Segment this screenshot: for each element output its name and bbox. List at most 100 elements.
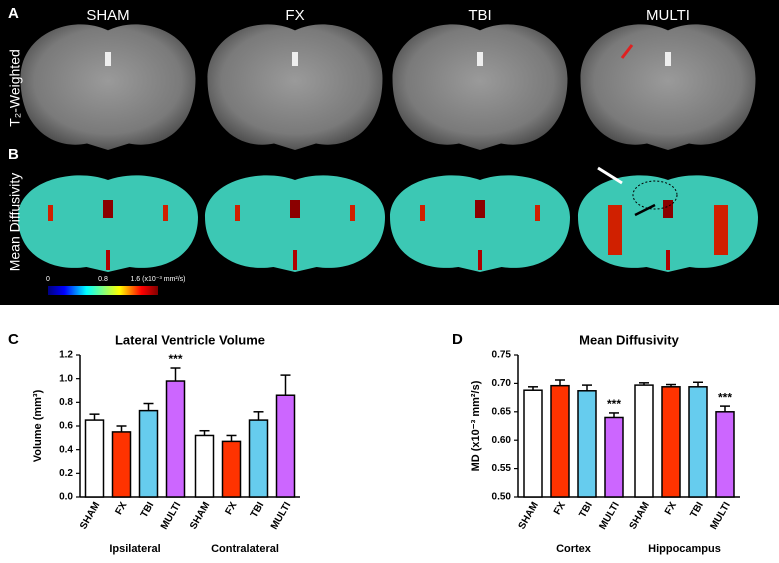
column-label: MULTI <box>646 7 690 24</box>
annotation: *** <box>168 352 182 366</box>
bar-label: FX <box>113 500 129 517</box>
category-label: Ipsilateral <box>109 543 160 555</box>
bar-label: TBI <box>577 500 595 520</box>
mri-t2 <box>392 24 568 150</box>
md-spot <box>293 250 297 270</box>
md-spot <box>475 200 485 218</box>
y-tick-label: 0.60 <box>492 435 512 446</box>
bar-label: FX <box>552 500 568 517</box>
y-tick-label: 0.50 <box>492 492 512 503</box>
y-tick-label: 1.0 <box>59 373 73 384</box>
bar <box>84 419 105 498</box>
md-spot <box>714 205 728 255</box>
md-spot <box>163 205 168 221</box>
mri-md <box>390 175 570 272</box>
colorbar-label: 0.8 <box>98 276 108 283</box>
mri-md <box>205 175 385 272</box>
mri-ventricle <box>477 52 483 66</box>
bar <box>111 431 132 498</box>
bar-label: FX <box>223 500 239 517</box>
md-spot <box>420 205 425 221</box>
bar <box>661 386 681 498</box>
mri-t2 <box>207 24 383 150</box>
bar-label: MULTI <box>159 500 184 532</box>
chart-title: Mean Diffusivity <box>579 332 679 347</box>
panel-label: D <box>452 331 463 348</box>
row-label: Mean Diffusivity <box>7 173 23 272</box>
y-tick-label: 0.4 <box>59 444 73 455</box>
row-label: T₂-Weighted <box>7 49 23 127</box>
arrow <box>597 166 623 185</box>
bar <box>604 416 624 498</box>
colorbar-label: 1.6 (x10⁻³ mm²/s) <box>130 276 185 283</box>
bar <box>715 411 735 498</box>
y-tick-label: 0.0 <box>59 492 73 503</box>
category-label: Contralateral <box>211 543 279 555</box>
y-axis-label: Volume (mm³) <box>32 389 44 462</box>
md-spot <box>608 205 622 255</box>
bar-label: SHAM <box>628 500 652 531</box>
y-tick-label: 0.65 <box>492 406 512 417</box>
arrow <box>634 203 656 217</box>
panel-label: C <box>8 331 19 348</box>
bar <box>688 386 708 498</box>
bar <box>523 389 543 498</box>
outline <box>632 180 678 210</box>
column-label: SHAM <box>86 7 129 24</box>
bar-label: TBI <box>249 500 267 520</box>
category-label: Cortex <box>556 543 592 555</box>
md-spot <box>290 200 300 218</box>
chart-title: Lateral Ventricle Volume <box>115 332 265 347</box>
y-tick-label: 0.75 <box>492 350 512 361</box>
bar <box>275 394 296 498</box>
md-spot <box>663 200 673 218</box>
mri-ventricle <box>665 52 671 66</box>
bar <box>550 384 570 498</box>
bar-label: TBI <box>139 500 157 520</box>
colorbar <box>48 286 158 295</box>
mri-t2 <box>580 24 756 150</box>
y-tick-label: 0.2 <box>59 468 73 479</box>
y-tick-label: 1.2 <box>59 350 73 361</box>
bar-label: SHAM <box>517 500 541 531</box>
bar-label: MULTI <box>269 500 294 532</box>
bar <box>248 419 269 498</box>
md-spot <box>48 205 53 221</box>
panel-label: A <box>8 5 19 22</box>
category-label: Hippocampus <box>648 543 721 555</box>
column-label: TBI <box>468 7 491 24</box>
column-label: FX <box>285 7 304 24</box>
bar-label: MULTI <box>708 500 733 532</box>
arrow <box>620 44 634 59</box>
y-axis-label: MD (x10⁻³ mm²/s) <box>470 380 482 471</box>
y-tick-label: 0.8 <box>59 397 73 408</box>
mri-t2 <box>20 24 196 150</box>
md-spot <box>478 250 482 270</box>
y-tick-label: 0.70 <box>492 378 512 389</box>
bar <box>577 390 597 498</box>
md-spot <box>103 200 113 218</box>
bar <box>138 409 159 498</box>
bar-label: MULTI <box>597 500 622 532</box>
bar-label: TBI <box>688 500 706 520</box>
md-spot <box>535 205 540 221</box>
bar <box>165 380 186 498</box>
mri-ventricle <box>292 52 298 66</box>
bar-label: FX <box>663 500 679 517</box>
md-spot <box>106 250 110 270</box>
colorbar-label: 0 <box>46 276 50 283</box>
panel-label: B <box>8 146 19 163</box>
annotation: *** <box>718 390 732 404</box>
mri-md <box>578 175 758 272</box>
md-spot <box>350 205 355 221</box>
bar-label: SHAM <box>188 500 212 531</box>
bar <box>221 440 242 498</box>
bar <box>634 384 654 498</box>
annotation: *** <box>607 397 621 411</box>
bar <box>194 434 215 498</box>
mri-ventricle <box>105 52 111 66</box>
y-tick-label: 0.55 <box>492 463 512 474</box>
bar-label: SHAM <box>78 500 102 531</box>
md-spot <box>666 250 670 270</box>
